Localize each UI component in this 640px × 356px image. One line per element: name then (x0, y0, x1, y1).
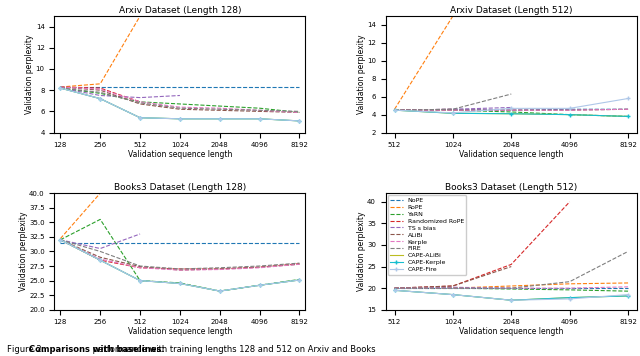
Title: Books3 Dataset (Length 512): Books3 Dataset (Length 512) (445, 183, 577, 192)
Title: Arxiv Dataset (Length 128): Arxiv Dataset (Length 128) (118, 6, 241, 15)
Y-axis label: Validation perplexity: Validation perplexity (19, 212, 28, 291)
Y-axis label: Validation perplexity: Validation perplexity (356, 35, 365, 114)
Title: Arxiv Dataset (Length 512): Arxiv Dataset (Length 512) (450, 6, 573, 15)
Title: Books3 Dataset (Length 128): Books3 Dataset (Length 128) (114, 183, 246, 192)
X-axis label: Validation sequence length: Validation sequence length (128, 327, 232, 336)
Text: performance with training lengths 128 and 512 on Arxiv and Books: performance with training lengths 128 an… (90, 345, 376, 354)
X-axis label: Validation sequence length: Validation sequence length (459, 327, 563, 336)
X-axis label: Validation sequence length: Validation sequence length (459, 150, 563, 159)
Text: Comparisons with baselines:: Comparisons with baselines: (29, 345, 165, 354)
Legend: NoPE, RoPE, YaRN, Randomized RoPE, TS s bias, ALiBi, Kerple, FIRE, CAPE-ALiBi, C: NoPE, RoPE, YaRN, Randomized RoPE, TS s … (388, 195, 467, 275)
Y-axis label: Validation perplexity: Validation perplexity (356, 212, 365, 291)
Text: igure 2:: igure 2: (12, 345, 47, 354)
Y-axis label: Validation perplexity: Validation perplexity (26, 35, 35, 114)
Text: F: F (6, 345, 12, 354)
X-axis label: Validation sequence length: Validation sequence length (128, 150, 232, 159)
